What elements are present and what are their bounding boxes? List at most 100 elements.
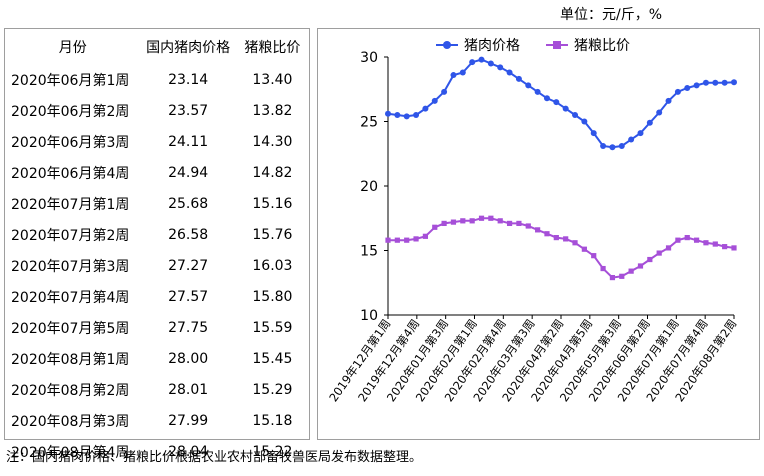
data-point xyxy=(431,97,438,104)
data-point xyxy=(450,219,457,225)
data-point xyxy=(656,250,662,256)
data-point xyxy=(609,274,616,281)
data-point xyxy=(674,88,681,95)
data-point xyxy=(544,231,550,237)
data-point xyxy=(637,263,644,269)
legend-marker xyxy=(443,41,451,49)
table-row: 2020年07月第2周 26.58 15.76 xyxy=(5,219,309,250)
cell-ratio: 13.40 xyxy=(252,71,293,88)
data-point xyxy=(618,143,625,150)
cell-ratio: 13.82 xyxy=(252,102,293,119)
cell-pork-price: 24.94 xyxy=(168,164,209,181)
header-period: 月份 xyxy=(58,39,87,56)
data-point xyxy=(600,143,607,150)
table-row: 2020年08月第2周 28.01 15.29 xyxy=(5,374,309,405)
data-point xyxy=(572,240,578,246)
data-point xyxy=(675,237,681,243)
data-point xyxy=(665,97,672,104)
y-tick-label: 25 xyxy=(360,115,378,131)
source-note: 注：国内猪肉价格、猪粮比价根据农业农村部畜牧兽医局发布数据整理。 xyxy=(6,450,423,465)
series-line xyxy=(387,58,735,149)
data-point xyxy=(422,105,429,112)
unit-label: 单位：元/斤，% xyxy=(560,7,663,23)
cell-period: 2020年07月第5周 xyxy=(11,320,130,337)
cell-period: 2020年06月第4周 xyxy=(11,165,130,182)
cell-pork-price: 27.75 xyxy=(168,319,209,336)
y-tick-label: 15 xyxy=(360,244,378,260)
table-row: 2020年06月第2周 23.57 13.82 xyxy=(5,95,309,126)
data-point xyxy=(497,64,504,71)
cell-period: 2020年07月第3周 xyxy=(11,258,130,275)
data-point xyxy=(543,95,550,102)
data-point xyxy=(394,237,400,243)
data-point xyxy=(422,233,429,239)
data-point xyxy=(600,265,606,272)
data-point xyxy=(731,79,737,86)
data-point xyxy=(535,227,541,233)
legend-label: 猪粮比价 xyxy=(574,38,630,54)
cell-period: 2020年07月第1周 xyxy=(11,196,130,213)
y-tick-label: 30 xyxy=(360,50,378,66)
series-pork-price xyxy=(385,56,737,151)
data-point xyxy=(637,130,644,137)
data-point xyxy=(628,136,635,143)
chart-legend: 猪肉价格 猪粮比价 xyxy=(436,38,630,54)
line-chart: 猪肉价格 猪粮比价 10152025302019年12月第1周2019年12月第4… xyxy=(326,38,739,404)
data-point xyxy=(581,246,587,252)
cell-ratio: 15.76 xyxy=(252,226,293,243)
data-point xyxy=(684,84,691,91)
cell-pork-price: 27.57 xyxy=(168,288,209,305)
data-point xyxy=(703,240,709,246)
data-point xyxy=(712,241,718,247)
data-point xyxy=(450,72,457,79)
line-chart-panel: 猪肉价格 猪粮比价 10 15 20 25 30 2019年12月第1周 2019年12月第4… xyxy=(317,28,760,440)
chart-series xyxy=(385,56,737,281)
data-point xyxy=(684,235,690,241)
data-point xyxy=(394,112,401,119)
cell-pork-price: 27.99 xyxy=(168,412,209,429)
data-point xyxy=(581,118,588,125)
data-point xyxy=(591,253,597,259)
table-row: 2020年06月第1周 23.14 13.40 xyxy=(5,64,309,95)
series-hog-grain-ratio xyxy=(385,215,737,281)
data-point xyxy=(460,218,466,224)
table-row: 2020年07月第5周 27.75 15.59 xyxy=(5,312,309,343)
data-point xyxy=(722,244,728,250)
data-point xyxy=(432,224,438,230)
data-point xyxy=(553,235,559,241)
cell-pork-price: 28.04 xyxy=(168,443,209,460)
data-point xyxy=(572,112,579,119)
data-table-panel: 月份 国内猪肉价格 猪粮比价 2020年06月第1周 23.14 13.40 202… xyxy=(4,28,310,461)
table-row: 2020年06月第4周 24.94 14.82 xyxy=(5,157,309,188)
cell-period: 2020年08月第2周 xyxy=(11,382,130,399)
data-point xyxy=(506,69,513,76)
table-row: 2020年07月第4周 27.57 15.80 xyxy=(5,281,309,312)
cell-pork-price: 27.27 xyxy=(168,257,209,274)
data-point xyxy=(404,237,410,243)
cell-ratio: 15.45 xyxy=(252,350,293,367)
cell-ratio: 15.16 xyxy=(252,195,293,212)
table-row: 2020年08月第1周 28.00 15.45 xyxy=(5,343,309,374)
data-point xyxy=(516,220,522,227)
cell-pork-price: 25.68 xyxy=(168,195,209,212)
header-pork-price: 国内猪肉价格 xyxy=(146,39,231,56)
data-point xyxy=(385,110,391,117)
data-point xyxy=(413,112,420,119)
data-point xyxy=(441,88,448,95)
data-point xyxy=(469,218,475,224)
table-row: 2020年07月第1周 25.68 15.16 xyxy=(5,188,309,219)
series-line xyxy=(388,217,735,279)
cell-period: 2020年06月第3周 xyxy=(11,134,130,151)
cell-ratio: 16.03 xyxy=(252,257,293,274)
legend-marker xyxy=(553,41,561,49)
data-point xyxy=(487,60,494,67)
data-point xyxy=(515,75,522,82)
cell-ratio: 15.80 xyxy=(252,288,293,305)
y-tick-label: 20 xyxy=(360,179,378,195)
data-point xyxy=(441,220,447,227)
data-point xyxy=(562,105,569,112)
data-point xyxy=(497,218,503,224)
data-point xyxy=(656,109,663,116)
cell-ratio: 15.18 xyxy=(252,412,293,429)
data-point xyxy=(665,245,672,251)
